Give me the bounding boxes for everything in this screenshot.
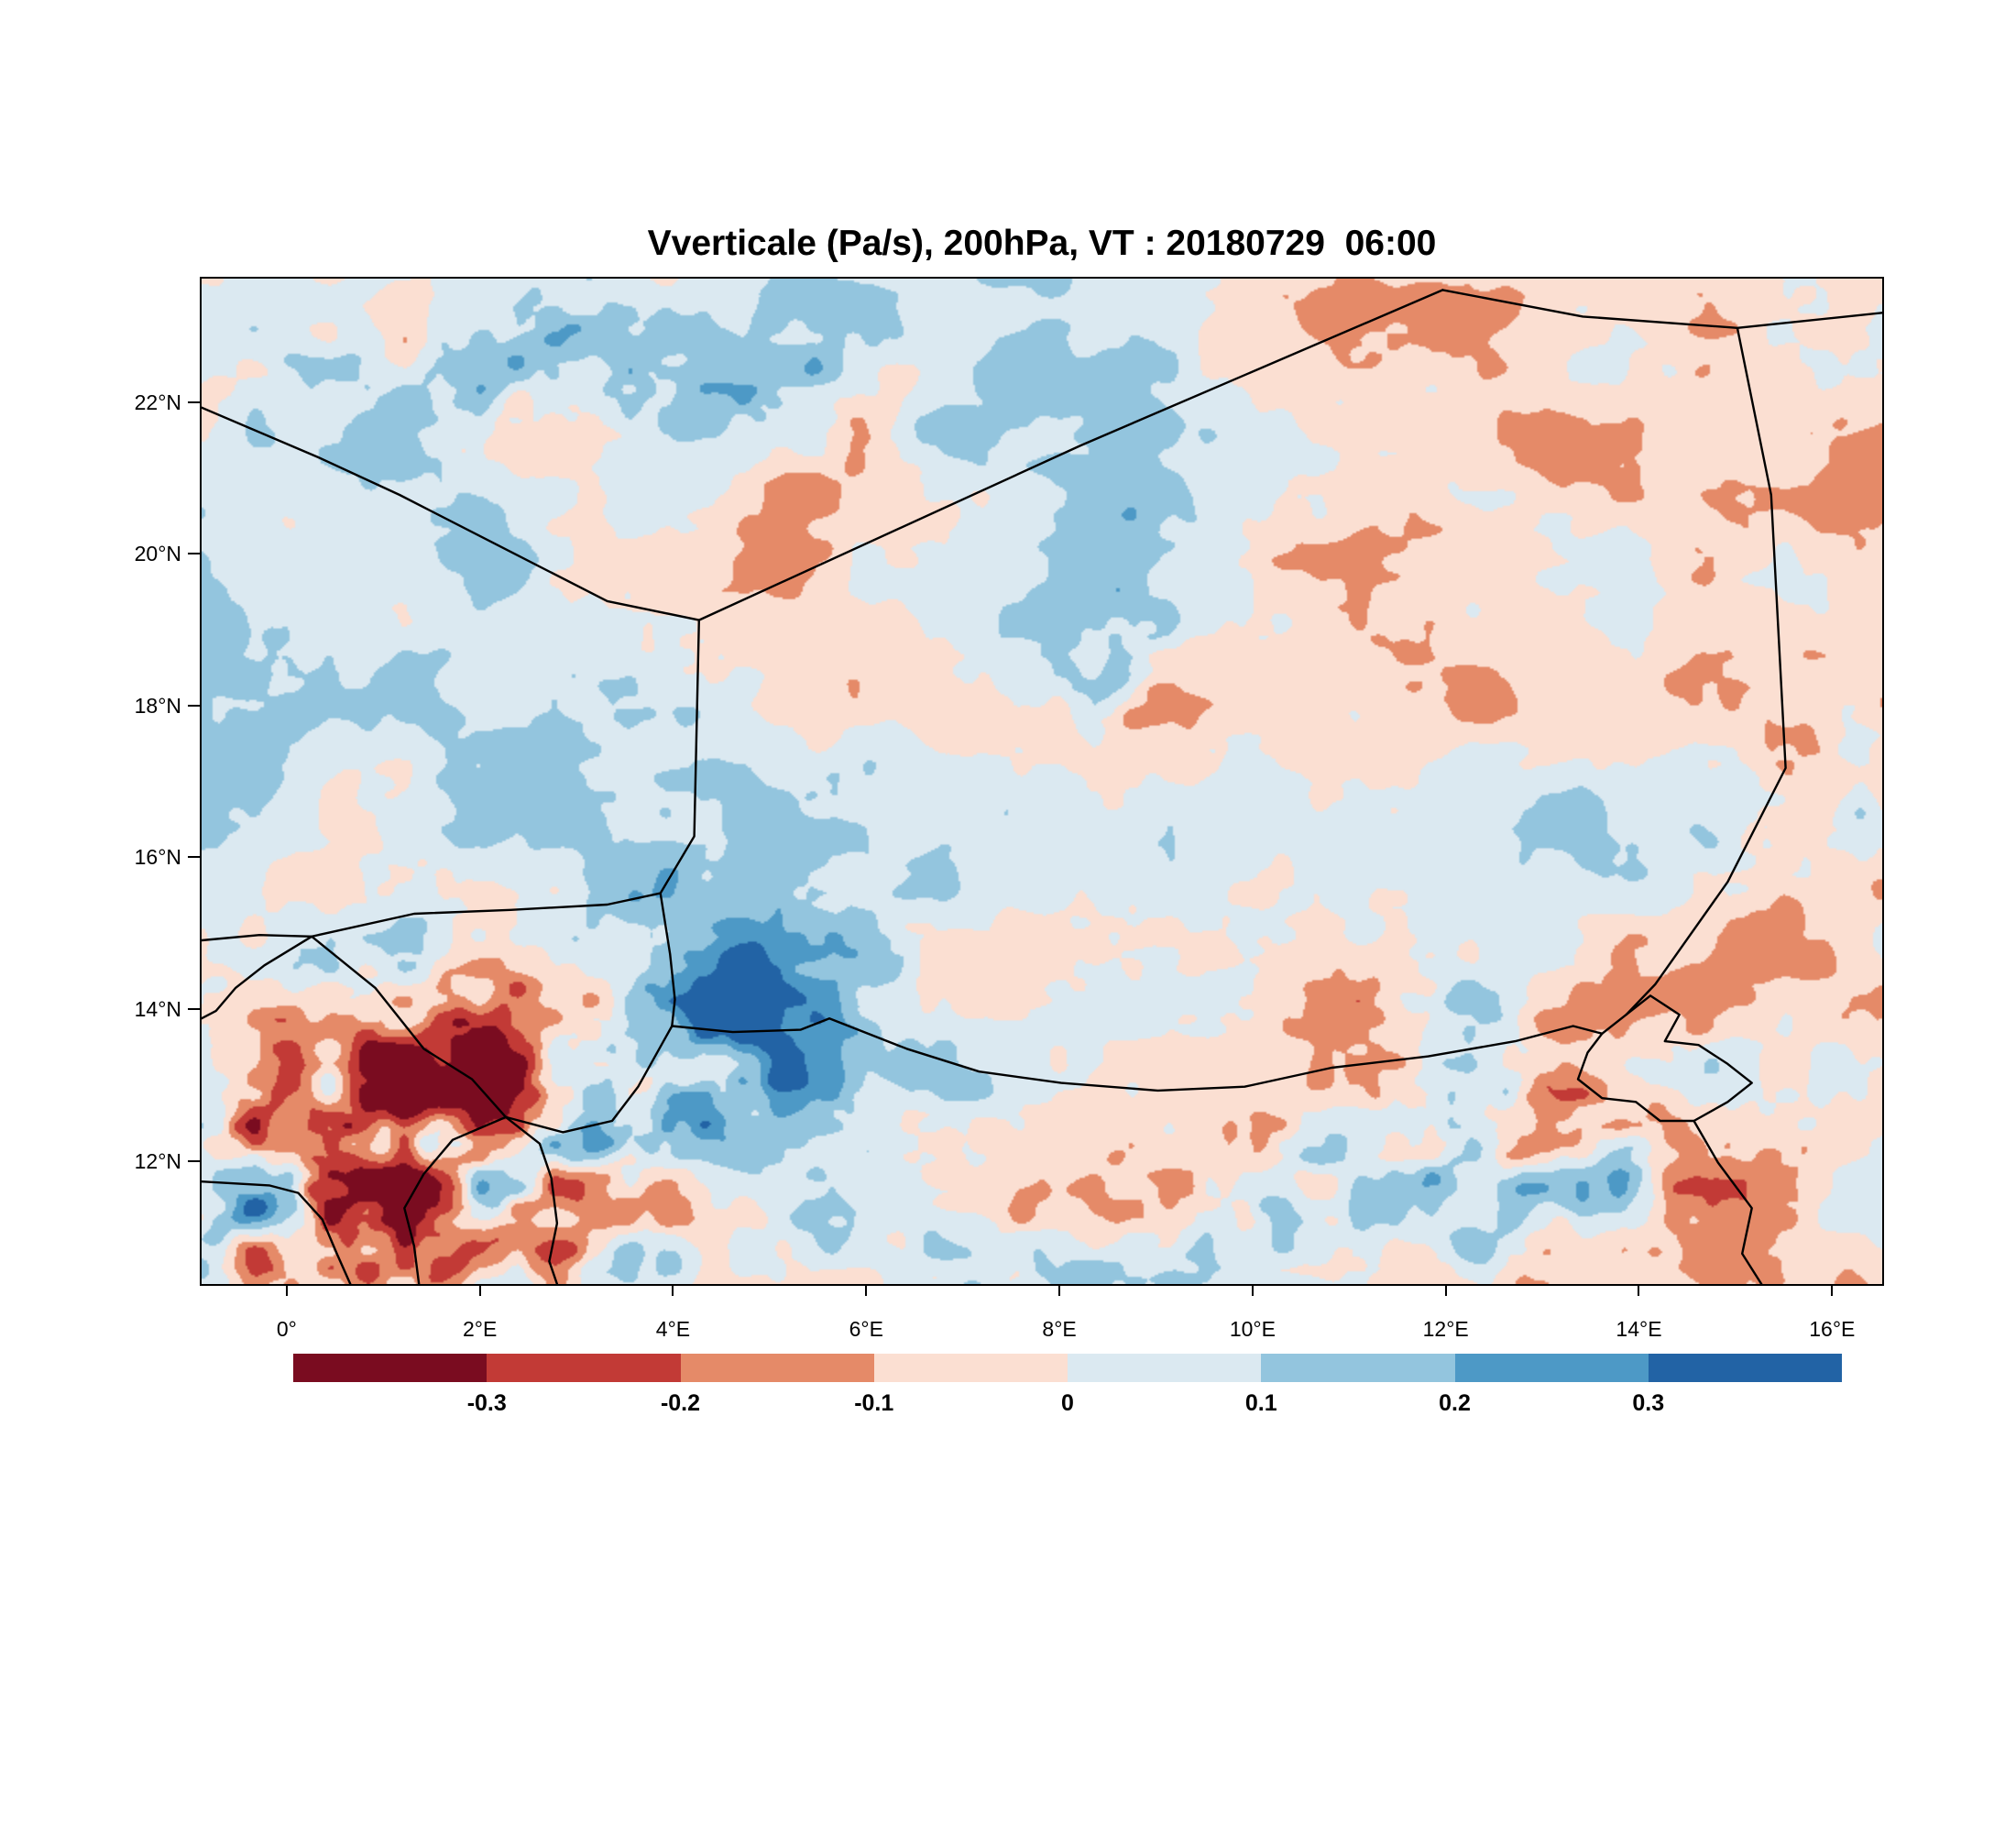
country-borders [202, 289, 1882, 1284]
y-tick-label: 20°N [134, 542, 181, 566]
y-tick-mark [188, 704, 200, 707]
colorbar-boundary-label: 0 [1061, 1390, 1074, 1416]
colorbar-segment [680, 1354, 874, 1382]
y-tick-label: 16°N [134, 845, 181, 870]
border-mali-niger-east [659, 619, 700, 895]
x-tick-mark [1638, 1284, 1640, 1296]
colorbar-segment [1648, 1354, 1842, 1382]
y-tick-mark [188, 1159, 200, 1162]
border-mali-niger-south [202, 892, 662, 942]
x-tick-label: 4°E [655, 1317, 691, 1341]
border-lake-chad [1576, 994, 1753, 1123]
y-tick-label: 18°N [134, 693, 181, 718]
figure-title: Vverticale (Pa/s), 200hPa, VT : 20180729… [647, 224, 1437, 263]
y-tick-label: 14°N [134, 996, 181, 1021]
x-tick-label: 8°E [1042, 1317, 1077, 1341]
border-algeria-niger [697, 289, 1444, 621]
y-tick-mark [188, 856, 200, 859]
x-tick-label: 6°E [849, 1317, 883, 1341]
colorbar [293, 1354, 1842, 1382]
x-tick-label: 2°E [462, 1317, 498, 1341]
colorbar-segment [1068, 1354, 1262, 1382]
colorbar-boundary-label: -0.3 [466, 1390, 507, 1416]
border-niger-chad [1625, 326, 1787, 1016]
colorbar-boundary-label: 0.3 [1632, 1390, 1665, 1416]
x-tick-mark [478, 1284, 481, 1296]
colorbar-segment [293, 1354, 488, 1382]
colorbar-boundary-label: -0.2 [660, 1390, 701, 1416]
border-burkina-niger [310, 935, 508, 1119]
x-tick-mark [285, 1284, 288, 1296]
y-tick-mark [188, 1007, 200, 1010]
y-tick-mark [188, 401, 200, 403]
colorbar-segment [1454, 1354, 1649, 1382]
vertical-velocity-field [202, 279, 1882, 1284]
x-tick-mark [672, 1284, 674, 1296]
x-tick-label: 16°E [1809, 1317, 1856, 1341]
x-tick-mark [1058, 1284, 1061, 1296]
y-tick-mark [188, 553, 200, 555]
colorbar-segment [873, 1354, 1068, 1382]
colorbar-boundary-label: 0.2 [1439, 1390, 1471, 1416]
x-tick-label: 14°E [1616, 1317, 1662, 1341]
x-tick-mark [1251, 1284, 1254, 1296]
y-tick-label: 22°N [134, 390, 181, 414]
border-mali-burkina [202, 935, 313, 1020]
border-benin-nigeria [504, 1115, 559, 1284]
colorbar-boundary-label: 0.1 [1244, 1390, 1277, 1416]
border-algeria-mali [202, 406, 700, 621]
border-burkina-togo [202, 1180, 352, 1284]
map-plot-area [200, 277, 1884, 1286]
border-niger-benin [504, 1025, 674, 1134]
border-chad-cameroon [1693, 1119, 1763, 1284]
colorbar-segment [1261, 1354, 1455, 1382]
x-tick-label: 10°E [1229, 1317, 1276, 1341]
x-tick-label: 0° [276, 1317, 297, 1341]
border-benin-burkina [403, 1115, 508, 1284]
x-tick-label: 12°E [1422, 1317, 1469, 1341]
x-tick-mark [865, 1284, 868, 1296]
x-tick-mark [1831, 1284, 1834, 1296]
x-tick-mark [1444, 1284, 1447, 1296]
border-niger-burkina-east [659, 892, 676, 1027]
border-libya-north [1441, 289, 1882, 329]
y-tick-label: 12°N [134, 1148, 181, 1173]
colorbar-boundary-label: -0.1 [854, 1390, 894, 1416]
colorbar-segment [487, 1354, 681, 1382]
border-niger-nigeria [671, 1017, 1604, 1092]
